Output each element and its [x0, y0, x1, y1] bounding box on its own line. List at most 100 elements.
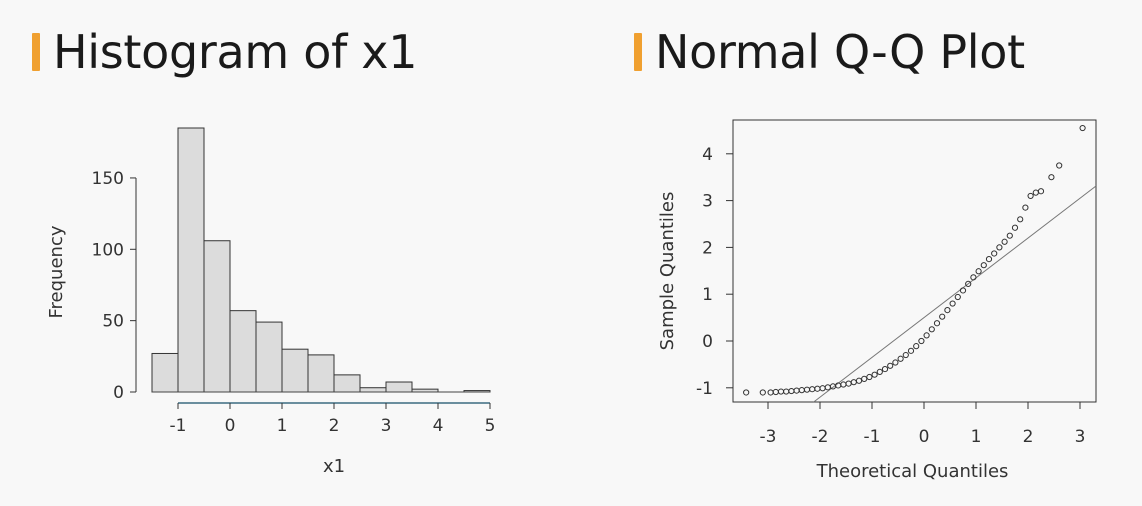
histogram-x-tick-label: 4 [433, 416, 444, 436]
qq-x-tick-label: -1 [864, 427, 881, 447]
qq-point [913, 343, 920, 350]
histogram-bar [255, 321, 283, 393]
histogram-title-text: Histogram of x1 [53, 25, 418, 79]
qq-point [855, 377, 863, 384]
histogram-y-tick-label: 0 [113, 383, 124, 403]
qq-point [803, 386, 811, 393]
qq-point [1037, 188, 1045, 195]
qq-point [897, 355, 904, 362]
qq-x-label: Theoretical Quantiles [816, 461, 1009, 482]
qq-point [954, 293, 961, 301]
histogram-title: Histogram of x1 [32, 22, 418, 82]
qq-point [767, 389, 774, 396]
qq-x-tick-label: -3 [760, 427, 777, 447]
qq-point [788, 387, 795, 395]
title-accent-bar [634, 33, 642, 71]
qq-y-tick-label: 2 [702, 238, 713, 258]
qq-point [881, 365, 889, 373]
histogram-x-label: x1 [323, 456, 345, 477]
qq-point [928, 326, 935, 333]
histogram-y-tick-label: 50 [102, 312, 124, 332]
qq-points [743, 124, 1086, 396]
qq-y-tick-label: -1 [696, 379, 713, 399]
histogram-x-tick-label: -1 [170, 416, 187, 436]
histogram-bars [151, 127, 491, 393]
qq-point [970, 274, 977, 281]
qq-point [892, 359, 899, 366]
qq-point [798, 387, 805, 394]
histogram-y-tick-label: 100 [92, 240, 124, 260]
qq-point [944, 307, 951, 314]
qq-y-label: Sample Quantiles [657, 192, 678, 351]
histogram-x-tick-label: 1 [277, 416, 288, 436]
qq-point [996, 244, 1003, 251]
qq-point [902, 351, 909, 359]
qq-point [861, 375, 868, 383]
histogram-y-label: Frequency [46, 225, 67, 318]
qq-y-tick-label: 0 [702, 332, 713, 352]
histogram-x-tick-label: 0 [225, 416, 236, 436]
qq-point [793, 387, 800, 394]
qq-point [850, 379, 857, 386]
qq-point [759, 389, 766, 396]
histogram-x-tick-label: 2 [329, 416, 340, 436]
qq-point [887, 362, 894, 369]
histogram-bar [307, 354, 335, 393]
qq-reference-line [813, 185, 1097, 403]
qq-y-tick-label: 3 [702, 192, 713, 212]
qq-point [991, 250, 998, 257]
histogram-x-axis: -1 0 1 2 3 4 5 [170, 402, 496, 436]
qq-point [923, 332, 930, 339]
title-accent-bar [32, 33, 40, 71]
qq-point [939, 313, 946, 320]
qq-point [824, 384, 831, 391]
histogram-y-axis: 0 50 100 150 [92, 169, 137, 403]
qq-point [980, 262, 987, 269]
qq-point [783, 388, 790, 395]
histogram-bar [281, 348, 309, 393]
histogram-bar [203, 240, 231, 393]
qq-point [1001, 238, 1008, 245]
qq-x-tick-label: -2 [812, 427, 829, 447]
qq-point [1079, 124, 1086, 132]
qq-point [907, 347, 915, 354]
histogram-bar [177, 127, 205, 393]
qq-x-tick-label: 1 [971, 427, 982, 447]
qq-point [1011, 224, 1019, 231]
qq-x-axis: -3 -2 -1 0 1 2 3 [760, 402, 1086, 447]
qq-point [1032, 189, 1039, 196]
qq-point [959, 287, 967, 294]
qq-point [1017, 216, 1024, 223]
qq-point [743, 389, 750, 396]
qq-point [975, 268, 982, 275]
qq-x-tick-label: 0 [919, 427, 930, 447]
qq-point [1027, 192, 1034, 200]
qq-point [871, 371, 878, 378]
qq-point [1006, 232, 1013, 239]
qq-point [840, 381, 847, 388]
qq-y-tick-label: 4 [702, 145, 713, 165]
histogram-x-tick-label: 3 [381, 416, 392, 436]
qq-point [809, 386, 816, 393]
qq-point [918, 337, 925, 345]
qq-plot-frame [732, 119, 1097, 403]
qq-point [933, 320, 941, 327]
qq-point [965, 280, 972, 288]
qq-point [1056, 162, 1063, 169]
qq-point [1048, 174, 1055, 181]
qq-y-tick-label: 1 [702, 285, 713, 305]
qq-point [866, 373, 873, 381]
histogram-x-tick-label: 5 [485, 416, 496, 436]
qq-point [777, 388, 785, 395]
qq-point [949, 300, 956, 307]
qq-x-tick-label: 2 [1023, 427, 1034, 447]
qq-point [1022, 204, 1029, 211]
qq-point [876, 368, 883, 375]
qq-plot-title: Normal Q-Q Plot [634, 22, 1025, 82]
qq-x-tick-label: 3 [1075, 427, 1086, 447]
histogram-y-tick-label: 150 [92, 169, 124, 189]
qq-y-axis: -1 0 1 2 3 4 [696, 145, 733, 399]
qq-point [772, 388, 779, 396]
